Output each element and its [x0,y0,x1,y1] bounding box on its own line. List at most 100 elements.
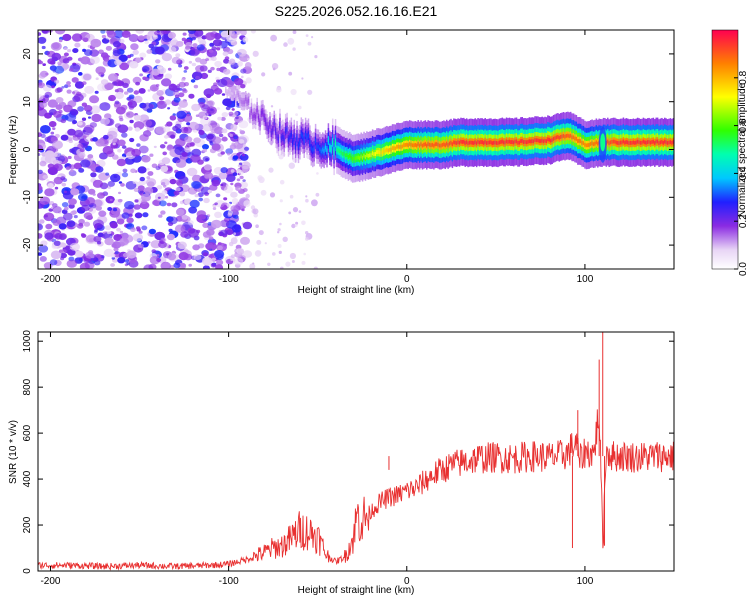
spectrogram-y-tick-label: 10 [22,96,33,108]
noise-blob [139,52,147,59]
noise-blob [72,48,79,53]
noise-blob [203,88,215,97]
ridge-cell [542,139,545,144]
noise-blob [292,207,299,213]
noise-blob [44,91,53,98]
noise-blob [200,214,206,220]
noise-blob [91,113,102,123]
ridge-cell [226,91,228,96]
noise-blob [197,192,204,198]
noise-blob [241,162,245,166]
noise-blob [182,89,188,94]
ridge-cell [572,135,575,140]
noise-blob [307,41,312,46]
noise-blob [141,193,152,202]
ridge-cell [337,148,340,153]
noise-blob [174,158,181,163]
snr-y-tick-label: 200 [22,516,33,533]
noise-blob [285,261,291,267]
noise-blob [67,128,76,136]
noise-blob [68,164,76,170]
noise-blob [277,231,280,234]
noise-blob [121,172,129,178]
ridge-cell [314,139,317,143]
noise-blob [242,179,246,182]
ridge-cell [273,121,276,126]
noise-blob [238,120,249,129]
ridge-cell [300,132,303,137]
spectrogram-x-tick-label: 100 [577,274,594,285]
ridge-cell [608,141,610,146]
colorbar-tick-label: 0.6 [738,118,749,132]
noise-blob [57,61,62,66]
noise-blob [227,210,233,216]
noise-blob [242,165,249,173]
noise-blob [95,66,106,75]
ridge-cell [410,142,412,147]
ridge-cell [380,150,382,155]
noise-blob [230,205,239,212]
noise-blob [221,136,228,142]
noise-blob [185,45,191,50]
ridge-cell [264,119,267,124]
noise-blob [180,126,189,134]
ridge-cell [500,140,502,144]
ridge-cell [554,136,556,141]
noise-blob [47,183,54,189]
ridge-cell [416,143,418,148]
noise-blob [113,247,119,252]
noise-blob [74,42,81,48]
noise-blob [239,153,249,161]
noise-blob [150,240,161,249]
noise-blob [178,64,183,68]
noise-blob [244,62,252,69]
noise-blob [68,68,74,72]
noise-blob [240,84,246,89]
noise-blob [176,84,181,87]
noise-blob [84,261,95,269]
noise-blob [127,126,133,131]
noise-blob [175,187,181,192]
ridge-cell [656,139,659,144]
ridge-cell [645,140,647,145]
ridge-cell [649,140,652,145]
noise-blob [164,195,169,199]
ridge-cell [292,140,294,145]
ridge-cell [592,142,595,147]
noise-blob [139,176,145,182]
noise-blob [74,129,84,138]
noise-blob [100,30,106,34]
noise-blob [46,179,50,182]
noise-blob [70,169,74,173]
ridge-cell [303,138,305,143]
ridge-cell [569,133,572,138]
noise-blob [60,118,67,124]
noise-blob [109,198,113,202]
noise-blob [50,131,55,135]
snr-x-tick-label: -100 [219,576,239,587]
ridge-cell [356,155,358,160]
ridge-cell [299,140,301,145]
noise-blob [135,30,145,34]
noise-blob [61,202,69,208]
noise-blob [52,203,58,208]
noise-blob [184,147,191,153]
noise-blob [133,204,141,210]
noise-blob [231,198,239,205]
ridge-cell [581,140,583,145]
ridge-feature [600,133,606,152]
ridge-cell [505,139,508,144]
ridge-cell [250,109,253,113]
noise-blob [79,148,85,153]
ridge-cell [525,140,528,145]
ridge-cell [289,135,291,140]
noise-blob [121,30,131,38]
noise-blob [240,30,247,36]
noise-blob [141,225,148,231]
noise-blob [234,111,239,116]
noise-blob [307,89,313,95]
noise-blob [95,139,105,147]
noise-blob [153,145,157,149]
noise-blob [107,135,118,144]
ridge-cell [307,133,310,138]
